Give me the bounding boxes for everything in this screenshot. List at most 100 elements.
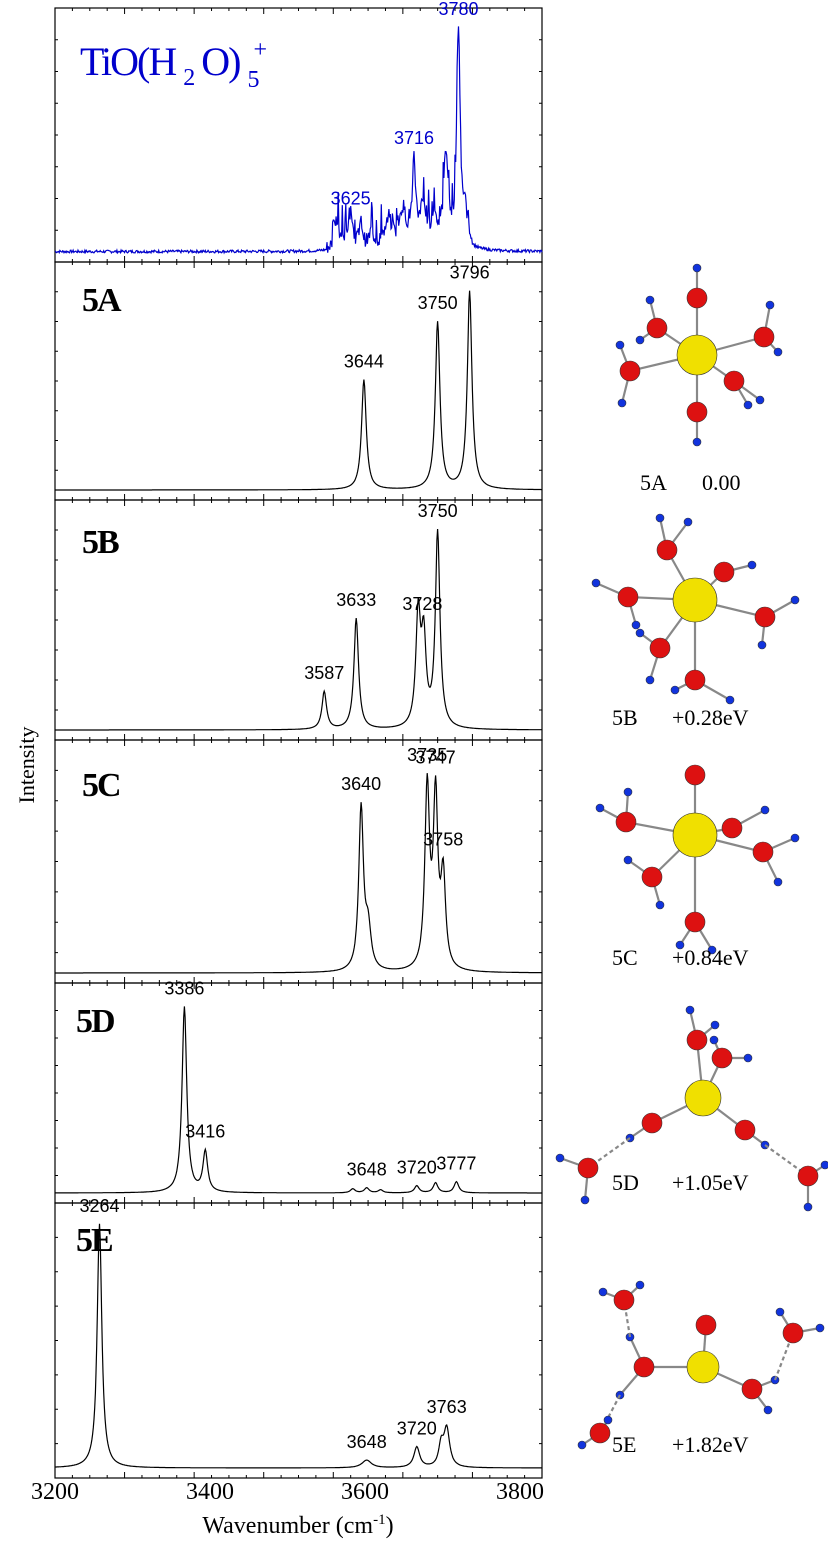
hydrogen-atom [645,295,655,305]
peak-label: 3720 [397,1158,437,1178]
peak-label: 3796 [450,263,490,283]
x-axis-label-sup: -1 [373,1512,386,1528]
oxygen-atom [684,764,706,786]
peak-labels: 3625 3716 3780 3644 3750 3796 3587 3633 3728 3750… [80,0,490,1452]
hydrogen-atom [595,803,605,813]
hydrogen-atom [765,300,775,310]
formula-main: TiO(H [80,39,176,84]
oxygen-atom [589,1422,611,1444]
structure-name: 5E [612,1432,636,1457]
hydrogen-atom [743,1053,753,1063]
peak-label: 3416 [185,1121,225,1141]
x-tick-label: 3600 [341,1479,389,1505]
hydrogen-atom [635,1280,645,1290]
hydrogen-atom [617,398,627,408]
hydrogen-atom [603,1415,613,1425]
oxygen-atom [649,637,671,659]
hydrogen-atom [655,900,665,910]
oxygen-atom [713,561,735,583]
bond [773,1332,795,1381]
hydrogen-atom [623,787,633,797]
structure-energy: 0.00 [702,470,741,495]
y-axis-label: Intensity [14,727,39,804]
oxygen-atom [723,370,745,392]
x-axis-label-tail: ) [386,1513,394,1539]
oxygen-atom [695,1314,717,1336]
hydrogen-atom [580,1195,590,1205]
titanium-atom [686,1350,720,1384]
spectrum-line [55,773,543,974]
formula-mid: O) [201,39,240,84]
hydrogen-atom [685,1005,695,1015]
hydrogen-atom [747,560,757,570]
structure-energy: +1.05eV [672,1170,749,1195]
spectra-panels [54,7,543,1479]
oxygen-atom [711,1047,733,1069]
structure-name: 5D [612,1170,639,1195]
x-tick-label: 3200 [31,1479,79,1505]
hydrogen-atom [760,805,770,815]
hydrogen-atom [707,945,717,955]
oxygen-atom [797,1165,819,1187]
hydrogen-atom [692,437,702,447]
hydrogen-atom [645,675,655,685]
panel-label-5a: 5A [82,282,122,319]
hydrogen-atom [555,1153,565,1163]
hydrogen-atom [631,620,641,630]
panel-label-5c: 5C [82,767,120,804]
oxygen-atom [721,817,743,839]
oxygen-atom [617,586,639,608]
hydrogen-atom [773,347,783,357]
oxygen-atom [686,1029,708,1051]
peak-label: 3640 [341,774,381,794]
hydrogen-atom [655,513,665,523]
oxygen-atom [752,841,774,863]
hydrogen-atom [757,640,767,650]
panel-label-5e: 5E [76,1222,112,1259]
oxygen-atom [656,539,678,561]
peak-label: 3264 [80,1196,120,1216]
molecule-structures [555,263,828,1450]
oxygen-atom [684,911,706,933]
structure-energy: +0.84eV [672,945,749,970]
hydrogen-atom [790,595,800,605]
oxygen-atom [782,1322,804,1344]
hydrogen-atom [773,877,783,887]
panel-frame [54,1202,543,1479]
hydrogen-atom [635,335,645,345]
titanium-atom [676,334,718,376]
hydrogen-atom [683,517,693,527]
spectrum-line [55,1223,542,1469]
hydrogen-atom [803,1202,813,1212]
oxygen-atom [619,360,641,382]
oxygen-atom [753,326,775,348]
structure-name: 5B [612,705,638,730]
hydrogen-atom [710,1020,720,1030]
oxygen-atom [686,401,708,423]
structure-name: 5C [612,945,638,970]
formula-sup: + [253,37,266,63]
hydrogen-atom [743,400,753,410]
hydrogen-atom [709,1035,719,1045]
structure-energy: +0.28eV [672,705,749,730]
oxygen-atom [577,1157,599,1179]
hydrogen-atom [815,1323,825,1333]
peak-label: 3386 [164,978,204,998]
oxygen-atom [741,1378,763,1400]
panel-frame [54,739,543,984]
peak-label: 3728 [402,594,442,614]
oxygen-atom [686,287,708,309]
structure-caption-5a: 5A 0.00 [640,470,741,495]
peak-label: 3648 [347,1160,387,1180]
x-tick-label: 3400 [186,1479,234,1505]
panel-label-5b: 5B [82,524,119,561]
hydrogen-atom [591,578,601,588]
peak-label: 3587 [304,663,344,683]
hydrogen-atom [577,1440,587,1450]
x-axis-label: Wavenumber (cm-1) [202,1512,393,1539]
hydrogen-atom [755,395,765,405]
hydrogen-atom [615,340,625,350]
spectrum-line [55,1006,542,1194]
hydrogen-atom [635,628,645,638]
spectrum-line [55,290,542,491]
